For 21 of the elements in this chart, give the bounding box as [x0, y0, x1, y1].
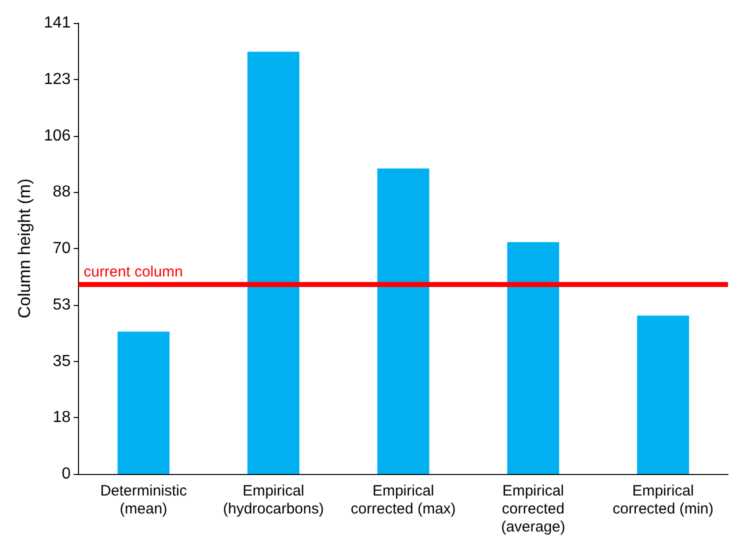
y-tick-label: 70	[52, 240, 71, 257]
y-tick-label: 18	[52, 409, 71, 426]
x-tick-label: Empirical (hydrocarbons)	[222, 482, 324, 518]
y-tick-label: 0	[62, 466, 71, 482]
bar	[637, 316, 690, 474]
x-tick-label: Empirical corrected (min)	[612, 482, 714, 518]
y-tick-label: 123	[44, 70, 71, 88]
y-axis-title: Column height (m)	[15, 178, 34, 318]
y-tick-label: 35	[52, 352, 71, 370]
y-tick-label: 53	[52, 296, 71, 314]
x-tick-label: Deterministic (mean)	[100, 482, 188, 518]
bar	[118, 332, 170, 474]
bar	[377, 168, 430, 474]
x-tick-label: Empirical corrected (max)	[350, 482, 456, 518]
bar	[507, 242, 560, 474]
bar	[247, 52, 300, 474]
y-tick-label: 141	[44, 14, 71, 32]
x-tick-label: Empirical corrected (average)	[501, 482, 566, 536]
y-tick-label: 88	[52, 184, 71, 201]
ref-line-label: current column	[84, 263, 183, 280]
y-tick-label: 106	[44, 127, 71, 144]
